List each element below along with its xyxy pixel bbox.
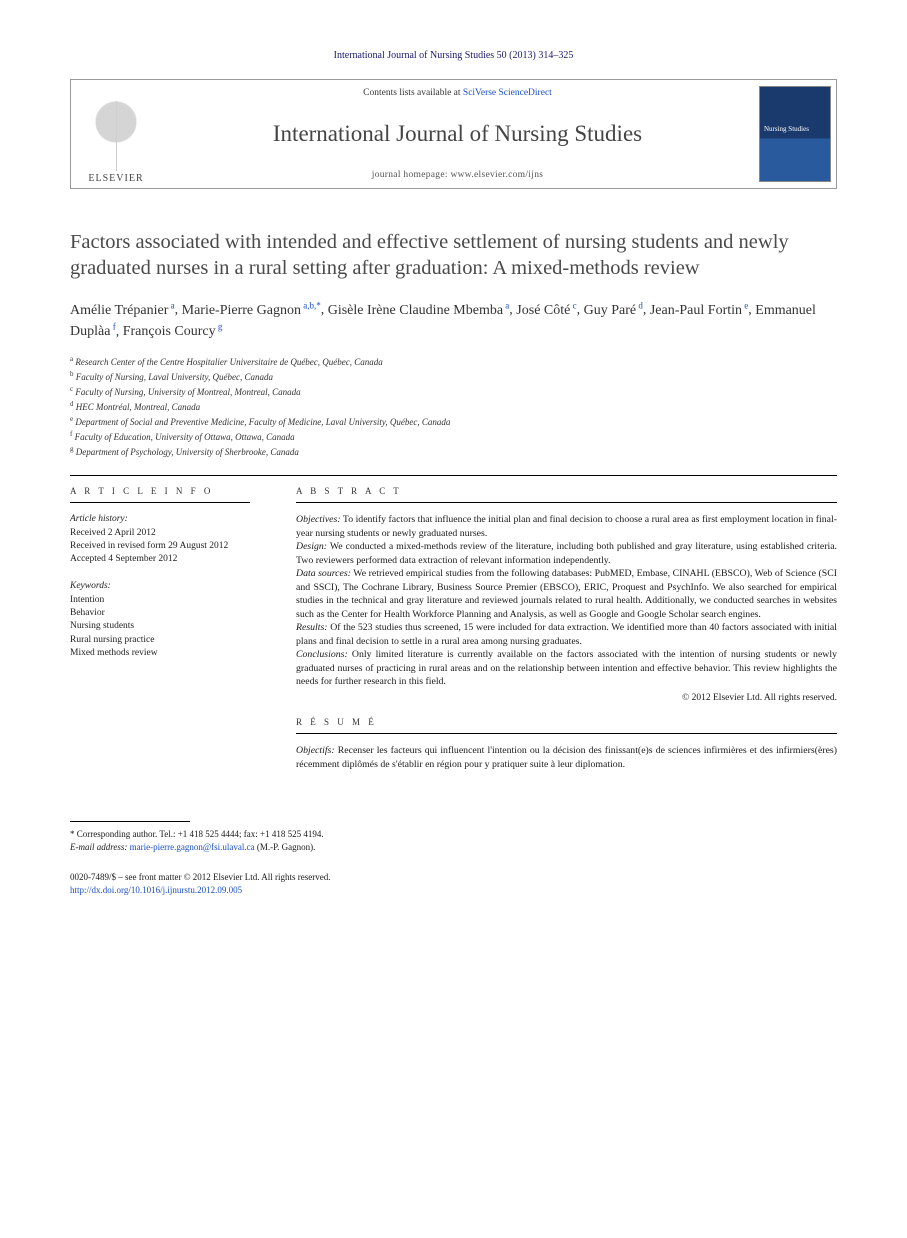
keyword: Intention bbox=[70, 594, 270, 607]
abstract-segment-text: We retrieved empirical studies from the … bbox=[296, 568, 837, 620]
abstract-segment-label: Design: bbox=[296, 541, 327, 552]
affiliation-list: a Research Center of the Centre Hospital… bbox=[70, 354, 837, 459]
history-line: Accepted 4 September 2012 bbox=[70, 553, 270, 566]
email-label: E-mail address: bbox=[70, 842, 127, 852]
resume-segment-text: Recenser les facteurs qui influencent l'… bbox=[296, 745, 837, 770]
affiliation-line: e Department of Social and Preventive Me… bbox=[70, 414, 837, 429]
abstract-body: Objectives: To identify factors that inf… bbox=[296, 513, 837, 689]
journal-name: International Journal of Nursing Studies bbox=[171, 121, 744, 147]
corresponding-email-link[interactable]: marie-pierre.gagnon@fsi.ulaval.ca bbox=[130, 842, 255, 852]
resume-body: Objectifs: Recenser les facteurs qui inf… bbox=[296, 744, 837, 771]
sciencedirect-link[interactable]: SciVerse ScienceDirect bbox=[463, 88, 552, 98]
keyword: Behavior bbox=[70, 607, 270, 620]
author: Gisèle Irène Claudine Mbemba a bbox=[328, 303, 510, 318]
abstract-segment-text: Only limited literature is currently ava… bbox=[296, 649, 837, 687]
info-abstract-row: A R T I C L E I N F O Article history: R… bbox=[70, 476, 837, 771]
contents-line: Contents lists available at SciVerse Sci… bbox=[171, 88, 744, 98]
abstract-segment-label: Conclusions: bbox=[296, 649, 348, 660]
affiliation-line: c Faculty of Nursing, University of Mont… bbox=[70, 384, 837, 399]
history-line: Received 2 April 2012 bbox=[70, 527, 270, 540]
author: Marie-Pierre Gagnon a,b,* bbox=[182, 303, 321, 318]
corresponding-author: * Corresponding author. Tel.: +1 418 525… bbox=[70, 828, 837, 841]
author: Jean-Paul Fortin e bbox=[650, 303, 748, 318]
author: François Courcy g bbox=[123, 324, 223, 339]
affiliation-line: d HEC Montréal, Montreal, Canada bbox=[70, 399, 837, 414]
abstract-column: A B S T R A C T Objectives: To identify … bbox=[296, 476, 837, 771]
author-affil-sup: c bbox=[570, 300, 576, 310]
abstract-segment-text: Of the 523 studies thus screened, 15 wer… bbox=[296, 622, 837, 647]
abstract-segment-label: Objectives: bbox=[296, 514, 341, 525]
affiliation-line: b Faculty of Nursing, Laval University, … bbox=[70, 369, 837, 384]
journal-homepage: journal homepage: www.elsevier.com/ijns bbox=[171, 170, 744, 180]
history-label: Article history: bbox=[70, 513, 270, 526]
article-title: Factors associated with intended and eff… bbox=[70, 229, 837, 281]
email-suffix: (M.-P. Gagnon). bbox=[257, 842, 316, 852]
issn-line: 0020-7489/$ – see front matter © 2012 El… bbox=[70, 871, 837, 884]
issn-block: 0020-7489/$ – see front matter © 2012 El… bbox=[70, 871, 837, 896]
author-affil-sup: a,b,* bbox=[301, 300, 321, 310]
resume-segment-label: Objectifs: bbox=[296, 745, 335, 756]
doi-link[interactable]: http://dx.doi.org/10.1016/j.ijnurstu.201… bbox=[70, 885, 242, 895]
corresponding-label: * Corresponding author. Tel.: +1 418 525… bbox=[70, 829, 324, 839]
email-line: E-mail address: marie-pierre.gagnon@fsi.… bbox=[70, 841, 837, 854]
author-affil-sup: e bbox=[742, 300, 748, 310]
keyword: Nursing students bbox=[70, 620, 270, 633]
contents-prefix: Contents lists available at bbox=[363, 88, 463, 98]
abstract-segment-text: To identify factors that influence the i… bbox=[296, 514, 837, 539]
journal-banner: ELSEVIER Contents lists available at Sci… bbox=[70, 79, 837, 189]
author-list: Amélie Trépanier a, Marie-Pierre Gagnon … bbox=[70, 299, 837, 342]
author-affil-sup: g bbox=[216, 322, 223, 332]
author-affil-sup: d bbox=[636, 300, 643, 310]
author: Guy Paré d bbox=[584, 303, 643, 318]
author: José Côté c bbox=[516, 303, 576, 318]
author: Amélie Trépanier a bbox=[70, 303, 175, 318]
keywords-block: Keywords: Intention Behavior Nursing stu… bbox=[70, 580, 270, 660]
abstract-copyright: © 2012 Elsevier Ltd. All rights reserved… bbox=[296, 693, 837, 703]
affiliation-line: a Research Center of the Centre Hospital… bbox=[70, 354, 837, 369]
keywords-label: Keywords: bbox=[70, 580, 270, 593]
banner-center: Contents lists available at SciVerse Sci… bbox=[161, 80, 754, 188]
affiliation-line: f Faculty of Education, University of Ot… bbox=[70, 429, 837, 444]
sub-rule bbox=[70, 502, 250, 503]
keyword: Mixed methods review bbox=[70, 647, 270, 660]
header-citation: International Journal of Nursing Studies… bbox=[70, 50, 837, 61]
sub-rule bbox=[296, 502, 837, 503]
article-info-column: A R T I C L E I N F O Article history: R… bbox=[70, 476, 270, 771]
keyword: Rural nursing practice bbox=[70, 634, 270, 647]
journal-cover-thumb-icon bbox=[759, 86, 831, 182]
article-info-heading: A R T I C L E I N F O bbox=[70, 486, 270, 496]
abstract-segment-text: We conducted a mixed-methods review of t… bbox=[296, 541, 837, 566]
affiliation-line: g Department of Psychology, University o… bbox=[70, 444, 837, 459]
abstract-segment-label: Data sources: bbox=[296, 568, 351, 579]
banner-cover bbox=[754, 80, 836, 188]
article-history-block: Article history: Received 2 April 2012 R… bbox=[70, 513, 270, 566]
publisher-label: ELSEVIER bbox=[88, 173, 143, 184]
footer-rule bbox=[70, 821, 190, 822]
elsevier-tree-icon bbox=[81, 101, 151, 171]
publisher-logo-block: ELSEVIER bbox=[71, 80, 161, 188]
footer-block: * Corresponding author. Tel.: +1 418 525… bbox=[70, 821, 837, 853]
author-affil-sup: a bbox=[168, 300, 174, 310]
abstract-segment-label: Results: bbox=[296, 622, 328, 633]
resume-heading: R É S U M É bbox=[296, 717, 837, 727]
sub-rule bbox=[296, 733, 837, 734]
abstract-heading: A B S T R A C T bbox=[296, 486, 837, 496]
author-affil-sup: f bbox=[110, 322, 115, 332]
history-line: Received in revised form 29 August 2012 bbox=[70, 540, 270, 553]
author-affil-sup: a bbox=[503, 300, 509, 310]
